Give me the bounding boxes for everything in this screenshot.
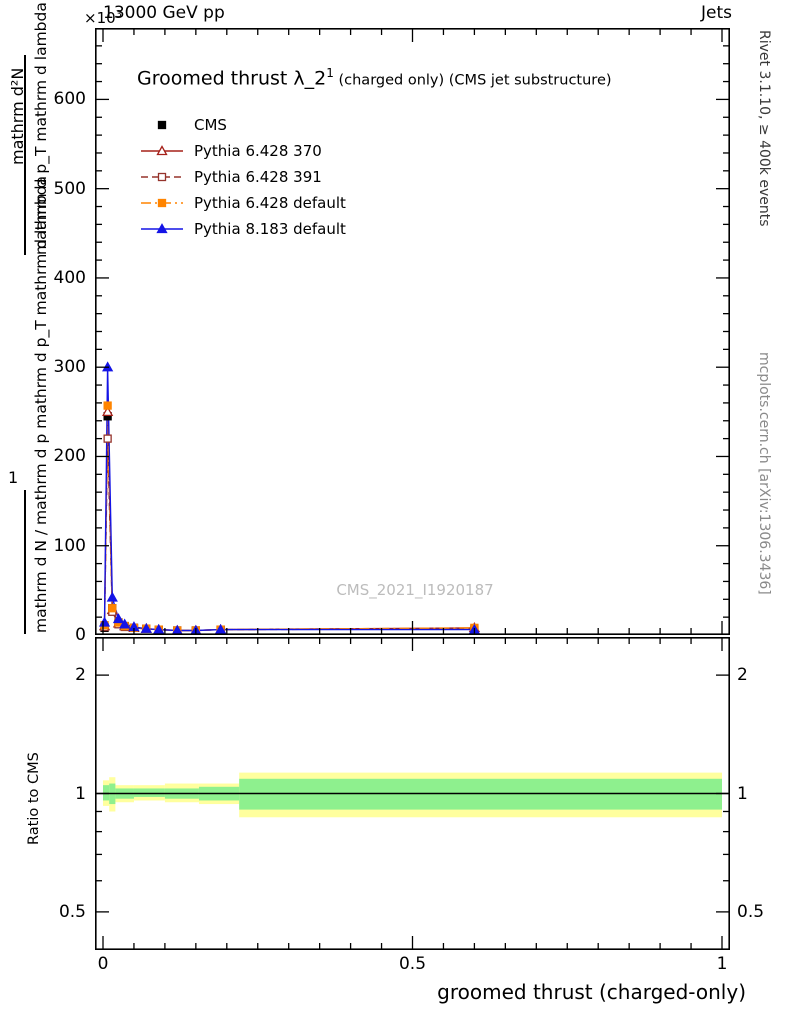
plot-title: Groomed thrust λ_21 (charged only) (CMS … (137, 66, 612, 89)
series-marker (103, 434, 112, 443)
legend-item: CMS (139, 112, 346, 138)
legend-marker (157, 120, 167, 130)
series-line (103, 438, 475, 632)
main-plot-panel: Groomed thrust λ_21 (charged only) (CMS … (95, 28, 730, 635)
legend-marker (141, 172, 183, 182)
series-marker (102, 406, 114, 416)
mcplots-arxiv-note: mcplots.cern.ch [arXiv:1306.3436] (756, 352, 772, 595)
tick-label: 0.5 (737, 901, 765, 922)
tick-label: 400 (53, 267, 86, 288)
series-marker (214, 623, 227, 634)
y-axis-label-bottom-denominator: mathrm d N / mathrm d p mathrm d p_T mat… (32, 175, 50, 633)
main-frame (95, 28, 730, 635)
series-marker (108, 604, 117, 613)
series-marker (119, 618, 131, 629)
series-marker (103, 401, 112, 410)
tick-label: 1 (737, 783, 748, 804)
ratio-panel (95, 637, 730, 950)
series-marker (140, 622, 152, 633)
legend-label: Pythia 6.428 391 (194, 168, 322, 186)
plot-title-note: (charged only) (CMS jet substructure) (333, 72, 612, 89)
series-marker (156, 223, 168, 234)
tick-label: 600 (53, 89, 86, 110)
ratio-canvas (95, 637, 730, 950)
tick-label: 2 (75, 665, 86, 686)
legend: CMS Pythia 6.428 370 Pythia 6.428 391 Pythi… (139, 112, 346, 242)
y-axis-label-bottom-numerator: 1 (8, 468, 19, 487)
tick-label: 0 (97, 954, 109, 974)
legend-marker (141, 223, 183, 234)
tick-label: 0 (75, 625, 86, 645)
plot-title-superscript: 1 (326, 66, 334, 80)
y-axis-multiplier: ×103 (84, 9, 122, 27)
series-marker (157, 172, 167, 182)
tick-label: 200 (53, 446, 86, 467)
y-axis-multiplier-exponent: 3 (115, 9, 123, 20)
series-marker (112, 613, 125, 624)
series-marker (157, 120, 167, 130)
tick-label: 100 (53, 535, 86, 556)
legend-marker (141, 145, 183, 156)
legend-marker (141, 198, 183, 208)
tick-label: 2 (737, 665, 748, 686)
plot-title-main: Groomed thrust λ_2 (137, 67, 327, 90)
tick-label: 500 (53, 178, 86, 199)
tick-label: 300 (53, 357, 86, 378)
series-marker (157, 198, 167, 208)
legend-label: Pythia 6.428 370 (194, 142, 322, 160)
legend-item: Pythia 8.183 default (139, 216, 346, 242)
main-plot-canvas (95, 28, 730, 635)
y-axis-fraction-bar-top (24, 55, 26, 255)
tick-label: 1 (716, 954, 728, 974)
y-axis-multiplier-base: ×10 (84, 9, 116, 27)
legend-label: Pythia 8.183 default (194, 220, 346, 238)
tick-label: 0.5 (398, 954, 427, 974)
process-label: Jets (701, 3, 732, 23)
legend-item: Pythia 6.428 370 (139, 138, 346, 164)
series-marker (156, 145, 168, 156)
legend-label: CMS (194, 116, 227, 134)
tick-label: 0.5 (58, 901, 86, 922)
analysis-id-watermark: CMS_2021_I1920187 (336, 581, 494, 599)
legend-label: Pythia 6.428 default (194, 194, 346, 212)
series-marker (153, 623, 165, 634)
ratio-frame (95, 637, 730, 950)
series-marker (98, 616, 111, 627)
rivet-version-note: Rivet 3.1.10, ≥ 400k events (756, 30, 772, 227)
legend-item: Pythia 6.428 default (139, 190, 346, 216)
y-axis-fraction-bar-bottom (24, 490, 26, 634)
beam-energy-label: 13000 GeV pp (103, 3, 225, 23)
x-axis-label: groomed thrust (charged-only) (437, 980, 746, 1004)
tick-label: 1 (75, 783, 86, 804)
legend-item: Pythia 6.428 391 (139, 164, 346, 190)
series-marker (106, 591, 118, 602)
